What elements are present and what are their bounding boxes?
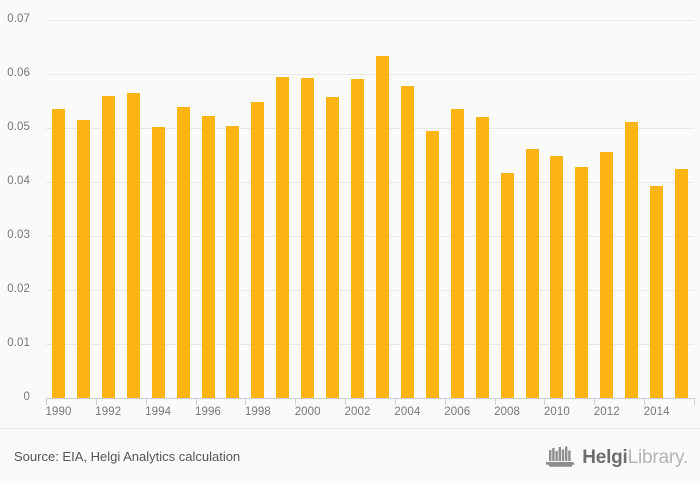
x-axis-tick [95,398,97,405]
x-axis-tick [494,398,496,405]
bar[interactable] [650,185,664,398]
x-axis-tick-label: 1992 [95,406,122,418]
bar[interactable] [301,78,315,398]
bar[interactable] [500,173,514,398]
bar[interactable] [151,126,165,398]
y-axis-tick-label: 0.01 [7,337,30,349]
footer-divider [0,428,700,429]
bar[interactable] [675,168,689,398]
gridline [46,182,694,183]
y-axis-tick-label: 0.05 [7,121,30,133]
bar[interactable] [425,131,439,398]
x-axis-tick [295,398,297,405]
x-axis-tick-label: 2010 [543,406,570,418]
x-axis-tick [195,398,197,405]
x-axis-tick-label: 2000 [294,406,321,418]
bar[interactable] [475,116,489,398]
bar[interactable] [575,166,589,398]
bar[interactable] [550,155,564,398]
x-axis-tick-label: 2012 [593,406,620,418]
source-note: Source: EIA, Helgi Analytics calculation [14,449,241,464]
plot-area: 0.07 0.06 0.05 0.04 0.03 0.02 0.01 0 [7,13,694,403]
y-axis-tick-label: 0 [23,391,30,403]
bar[interactable] [251,102,265,398]
library-book-icon [546,446,576,467]
bars-series [46,20,694,398]
bar[interactable] [101,96,115,398]
logo-wordmark: HelgiLibrary. [582,448,688,467]
helgi-library-logo[interactable]: HelgiLibrary. [546,444,688,470]
x-axis-tick [644,398,646,405]
y-axis-tick-label: 0.02 [7,283,30,295]
x-axis-tick-label: 1990 [45,406,72,418]
bar[interactable] [351,79,365,398]
bar[interactable] [625,122,639,398]
x-axis-tick [345,398,347,405]
x-axis-tick-label: 1996 [195,406,221,418]
gridline [46,344,694,345]
bar[interactable] [176,107,190,398]
bar[interactable] [400,86,414,398]
gridline [46,74,694,75]
bar[interactable] [450,109,464,398]
x-axis-tick [694,398,695,405]
bar[interactable] [226,125,240,398]
y-axis-tick-label: 0.06 [7,67,30,79]
gridline [46,20,694,21]
x-axis-tick [145,398,147,405]
x-axis-tick-label: 2006 [444,406,471,418]
logo-secondary-text: Library. [627,446,689,468]
bar[interactable] [525,149,539,398]
bar[interactable] [276,77,290,398]
y-axis-tick-label: 0.07 [7,13,30,25]
bar[interactable] [76,119,90,398]
x-axis-tick [245,398,247,405]
bar[interactable] [375,55,389,398]
gridline [46,236,694,237]
x-axis-tick [594,398,596,405]
bar[interactable] [201,115,215,398]
y-axis-tick-label: 0.04 [7,175,30,187]
x-axis [46,398,695,405]
x-axis-tick-label: 1994 [145,406,172,418]
bar[interactable] [326,97,340,398]
gridline [46,128,694,129]
x-axis-tick-label: 2002 [344,406,371,418]
x-axis-tick-label: 2014 [643,406,670,418]
x-axis-tick [544,398,546,405]
x-axis-tick [394,398,396,405]
gridline [46,290,694,291]
bar[interactable] [126,93,140,398]
x-axis-tick [46,398,47,405]
x-axis-tick [444,398,446,405]
x-axis-tick-label: 2004 [394,406,421,418]
bar[interactable] [600,152,614,398]
x-axis-tick-label: 2008 [494,406,521,418]
logo-primary-text: Helgi [582,446,628,468]
y-axis-tick-label: 0.03 [7,229,30,241]
bar[interactable] [51,108,65,398]
x-axis-tick-label: 1998 [244,406,271,418]
